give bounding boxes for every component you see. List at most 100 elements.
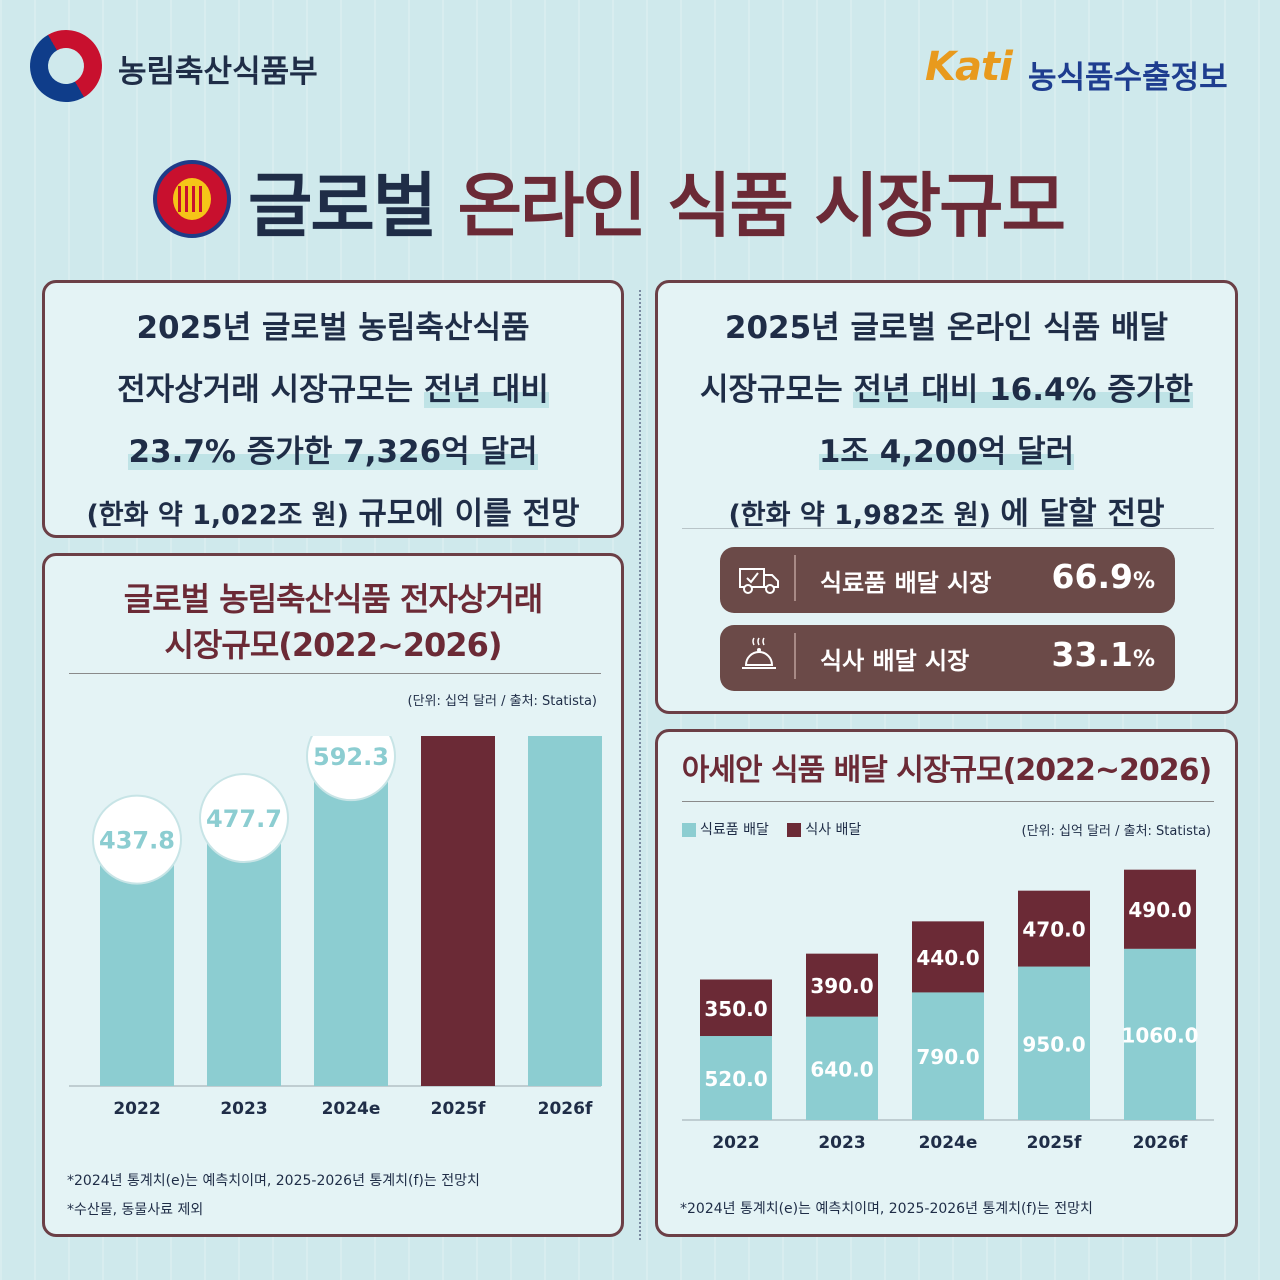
ministry-taegeuk-logo (16, 16, 116, 116)
meal-delivery-share-row: 식사 배달 시장 33.1% (720, 625, 1175, 691)
right-statement-line2a: 시장규모는 (700, 372, 854, 408)
left-statement: 2025년 글로벌 농림축산식품 전자상거래 시장규모는 전년 대비 23.7%… (45, 283, 621, 547)
right-chart-legend: 식료품 배달 식사 배달 (682, 819, 861, 839)
x-tick-2025f: 2025f (431, 1099, 486, 1119)
bar-2026f (528, 736, 602, 1086)
right-statement-line2b: 전년 대비 16.4% 증가한 (853, 372, 1193, 408)
value-bubble-2022 (92, 794, 182, 885)
grocery-delivery-label: 식료품 배달 시장 (820, 569, 992, 597)
left-bar-chart: 437.82022477.72023592.32024e732.62025f84… (69, 736, 602, 1119)
meal-bar-2024e (912, 921, 984, 993)
grocery-delivery-unit: % (1132, 569, 1155, 594)
left-chart-unit-note: (단위: 십억 달러 / 출처: Statista) (407, 694, 598, 709)
left-statement-panel: 2025년 글로벌 농림축산식품 전자상거래 시장규모는 전년 대비 23.7%… (42, 280, 624, 538)
x-tick-2026f: 2026f (1133, 1133, 1188, 1153)
bar-2023 (207, 828, 281, 1086)
grocery-label-2026f: 1060.0 (1121, 1023, 1198, 1047)
bar-2025f (421, 736, 495, 1086)
x-tick-2026f: 2026f (538, 1099, 593, 1119)
grocery-bar-2022 (700, 1036, 772, 1120)
center-divider (639, 290, 641, 1240)
meal-label-2025f: 470.0 (1022, 918, 1085, 942)
kati-logo: Kati (925, 44, 1013, 90)
right-statement-line1: 2025년 글로벌 온라인 식품 배달 (724, 310, 1169, 346)
meal-delivery-label: 식사 배달 시장 (820, 647, 970, 675)
legend-grocery-label: 식료품 배달 (700, 822, 769, 838)
left-statement-line2b: 전년 대비 (423, 372, 549, 408)
grocery-label-2025f: 950.0 (1022, 1032, 1085, 1056)
title-part2: 온라인 식품 시장규모 (457, 165, 1066, 247)
left-chart-footnote1: *2024년 통계치(e)는 예측치이며, 2025-2026년 통계치(f)는… (67, 1173, 480, 1189)
grocery-label-2023: 640.0 (810, 1057, 873, 1081)
value-label-2023: 477.7 (206, 805, 282, 833)
grocery-label-2022: 520.0 (704, 1067, 767, 1091)
meal-label-2022: 350.0 (704, 997, 767, 1021)
legend-meal: 식사 배달 (787, 822, 861, 838)
meal-bar-2026f (1124, 869, 1196, 949)
right-statement-panel: 2025년 글로벌 온라인 식품 배달 시장규모는 전년 대비 16.4% 증가… (655, 280, 1238, 714)
right-statement: 2025년 글로벌 온라인 식품 배달 시장규모는 전년 대비 16.4% 증가… (658, 283, 1235, 547)
grocery-bar-2026f (1124, 948, 1196, 1120)
right-statement-line3: 1조 4,200억 달러 (818, 434, 1075, 470)
meal-bar-2023 (806, 953, 878, 1017)
meal-label-2024e: 440.0 (916, 946, 979, 970)
meal-bar-2025f (1018, 890, 1090, 967)
legend-meal-label: 식사 배달 (805, 822, 862, 838)
right-chart-rule (682, 801, 1214, 802)
right-statement-line4b: 에 달할 전망 (1000, 496, 1165, 532)
value-label-2022: 437.8 (99, 827, 175, 855)
x-tick-2023: 2023 (818, 1133, 865, 1153)
meal-label-2023: 390.0 (810, 974, 873, 998)
bar-2022 (100, 849, 174, 1086)
grocery-bar-2025f (1018, 966, 1090, 1120)
right-chart-footnote: *2024년 통계치(e)는 예측치이며, 2025-2026년 통계치(f)는… (680, 1201, 1093, 1217)
left-statement-line1: 2025년 글로벌 농림축산식품 (136, 310, 530, 346)
right-chart-title: 아세안 식품 배달 시장규모(2022~2026) (681, 753, 1212, 788)
value-bubble-2024e (306, 736, 396, 802)
left-chart-footnote2: *수산물, 동물사료 제외 (67, 1202, 204, 1218)
grocery-label-2024e: 790.0 (916, 1045, 979, 1069)
right-chart-panel: 아세안 식품 배달 시장규모(2022~2026) 식료품 배달 식사 배달 (… (655, 729, 1238, 1237)
meal-label-2026f: 490.0 (1128, 898, 1191, 922)
grocery-delivery-percent: 66.9% (1052, 557, 1155, 596)
left-statement-line4a: (한화 약 1,022조 원) (86, 500, 359, 531)
left-chart-title-line2: 시장규모(2022~2026) (164, 626, 503, 664)
meal-delivery-unit: % (1132, 647, 1155, 672)
left-statement-line4b: 규모에 이를 전망 (358, 496, 580, 532)
grocery-delivery-share-row: 식료품 배달 시장 66.9% (720, 547, 1175, 613)
x-tick-2024e: 2024e (322, 1099, 381, 1119)
meal-bar-2022 (700, 979, 772, 1037)
value-bubble-2023 (199, 773, 289, 864)
grocery-bar-2023 (806, 1016, 878, 1120)
asean-emblem-icon (153, 160, 231, 238)
right-chart-unit-note: (단위: 십억 달러 / 출처: Statista) (1021, 824, 1212, 839)
left-chart-panel: 글로벌 농림축산식품 전자상거래 시장규모(2022~2026) (단위: 십억… (42, 553, 624, 1237)
bar-2024e (314, 766, 388, 1086)
meal-delivery-percent: 33.1% (1052, 635, 1155, 674)
right-stacked-bar-chart: 520.0 350.0 2022 640.0 390.0 2023 790.0 440.0 20… (682, 869, 1214, 1153)
right-statement-line4a: (한화 약 1,982조 원) (728, 500, 1001, 531)
x-tick-2022: 2022 (113, 1099, 160, 1119)
page-title: 글로벌 온라인 식품 시장규모 (248, 150, 1066, 251)
left-chart-rule (69, 673, 601, 674)
delivery-truck-icon (739, 568, 779, 594)
x-tick-2025f: 2025f (1027, 1133, 1082, 1153)
value-label-2024e: 592.3 (313, 743, 389, 771)
left-chart-title: 글로벌 농림축산식품 전자상거래 시장규모(2022~2026) (45, 576, 621, 668)
x-tick-2024e: 2024e (919, 1133, 978, 1153)
meal-delivery-value: 33.1 (1051, 635, 1133, 674)
grocery-delivery-value: 66.9 (1051, 557, 1133, 596)
left-chart-title-line1: 글로벌 농림축산식품 전자상거래 (123, 580, 543, 618)
kati-logo-text: Kati (925, 44, 1013, 90)
x-tick-2023: 2023 (220, 1099, 267, 1119)
ministry-name: 농림축산식품부 (118, 54, 318, 90)
legend-grocery: 식료품 배달 (682, 822, 769, 838)
left-statement-line3: 23.7% 증가한 7,326억 달러 (128, 434, 538, 470)
food-cloche-icon (742, 637, 776, 669)
right-statement-rule (682, 528, 1214, 529)
left-statement-line2a: 전자상거래 시장규모는 (117, 372, 424, 408)
title-part1: 글로벌 (248, 165, 437, 247)
x-tick-2022: 2022 (712, 1133, 759, 1153)
grocery-bar-2024e (912, 992, 984, 1120)
kati-name: 농식품수출정보 (1028, 60, 1228, 96)
